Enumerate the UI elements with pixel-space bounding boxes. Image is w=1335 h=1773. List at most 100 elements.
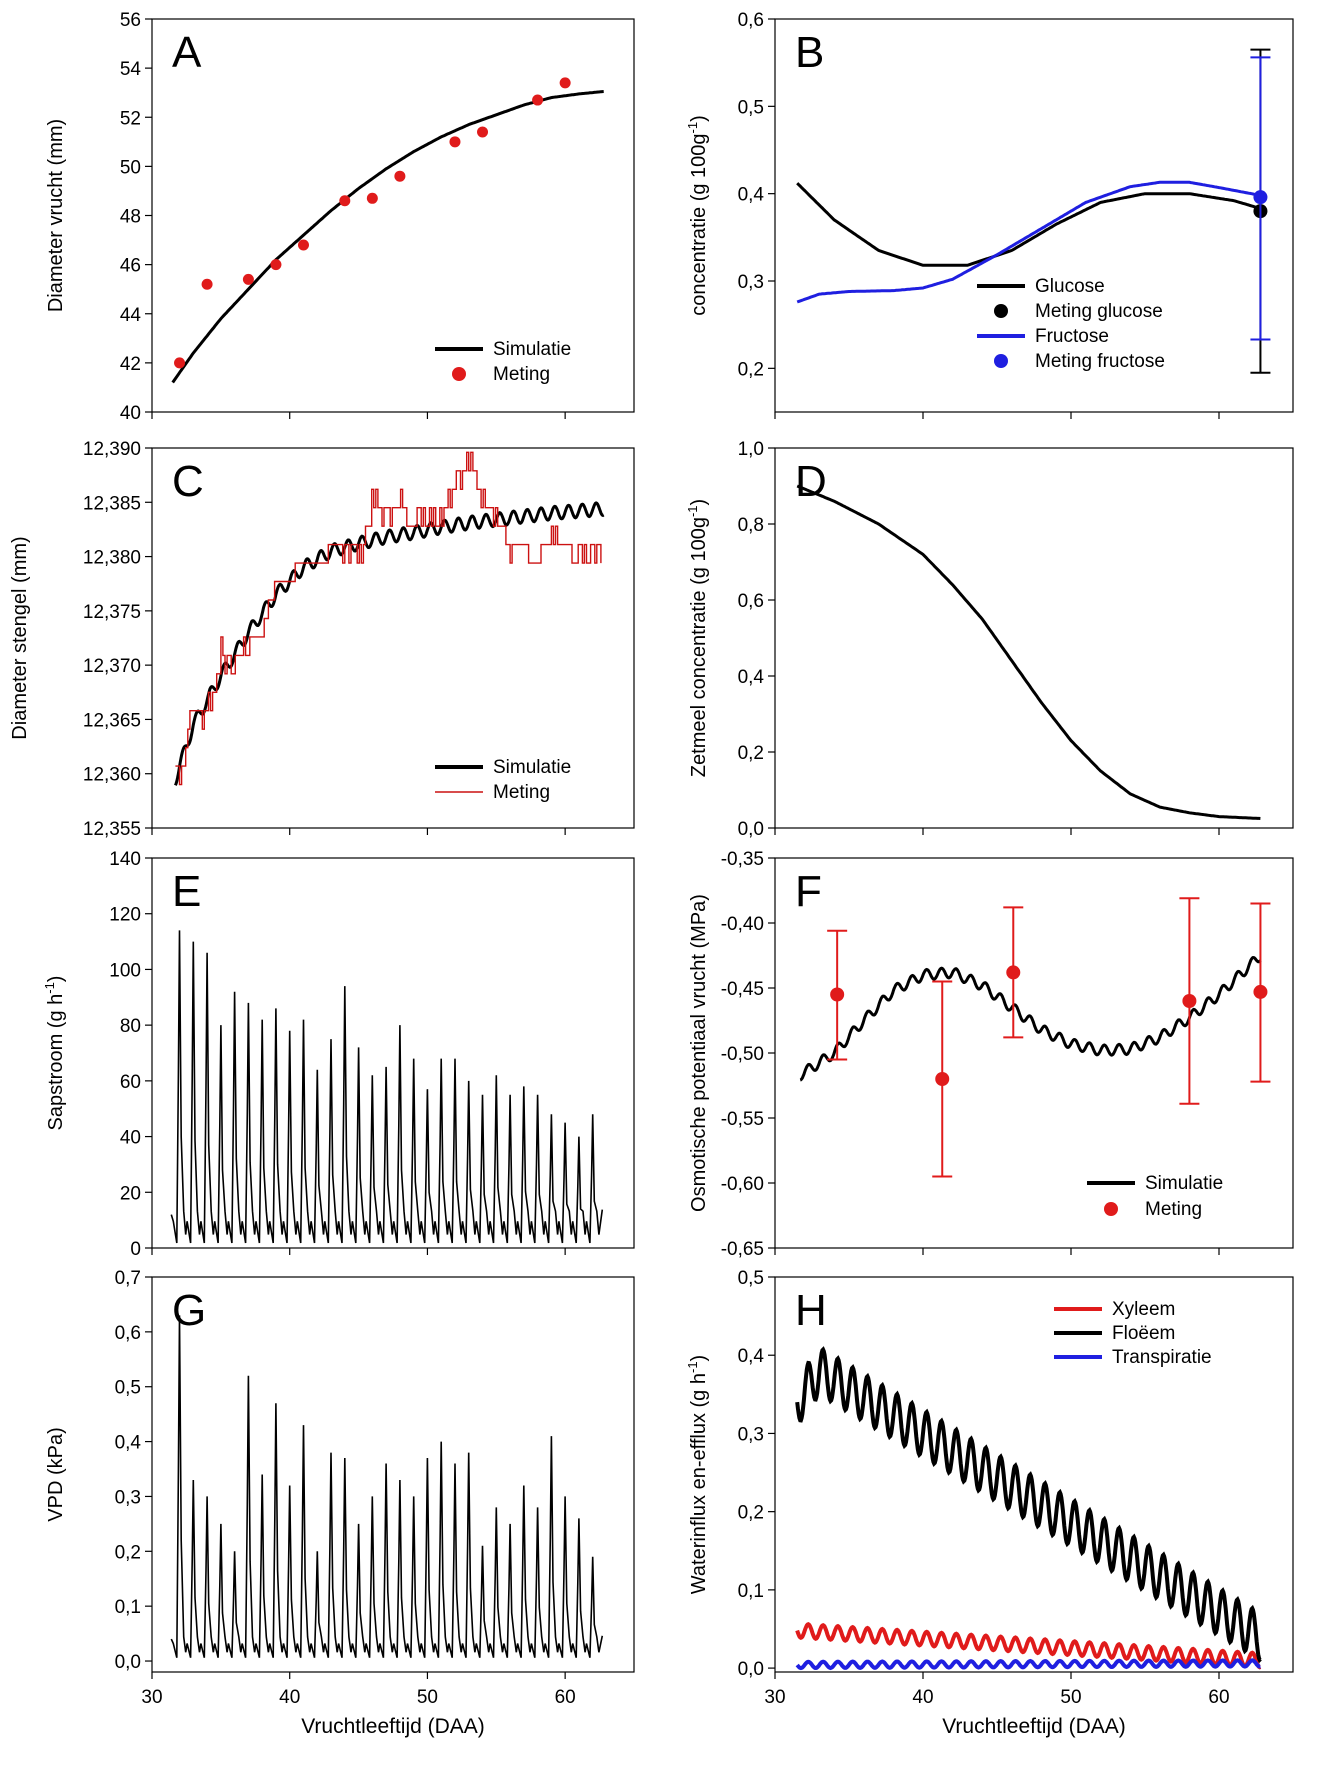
plot-area [174, 451, 605, 786]
x-tick-label: 50 [417, 1687, 438, 1708]
plot-frame [151, 447, 635, 829]
y-tick-label: -0,45 [721, 979, 764, 1000]
point-meting [559, 77, 571, 89]
series-fructose [796, 180, 1261, 304]
y-tick-label: 1,0 [738, 439, 764, 460]
legend: Xyleem Floëem Transpiratie [1054, 1299, 1212, 1368]
panel-c: 12,355 12,360 12,365 12,370 12,375 12,380 12,3… [9, 439, 635, 840]
series-series-0 [796, 484, 1261, 820]
y-tick-label: 0,1 [738, 1581, 764, 1602]
y-tick-label: 0,2 [738, 1503, 764, 1524]
y-axis-label: Zetmeel concentratie (g 100g-1) [685, 499, 710, 777]
point-meting [532, 94, 544, 106]
legend: Glucose Meting glucose Fructose Meting fruc… [977, 276, 1165, 372]
y-tick-label: 0,8 [738, 515, 764, 536]
legend-label: Simulatie [1145, 1173, 1223, 1194]
y-tick-label: 0,4 [738, 185, 765, 206]
series-transpiratie [795, 1658, 1261, 1671]
point-meting [339, 195, 351, 207]
y-tick-label: 0,1 [115, 1597, 141, 1618]
y-tick-label: 0,2 [115, 1542, 141, 1563]
y-tick-label: 0,2 [738, 743, 764, 764]
legend: Simulatie Meting [435, 757, 571, 803]
legend-label: Meting fructose [1035, 351, 1165, 372]
series-xyleem [795, 1621, 1262, 1670]
series-series-0 [170, 930, 604, 1244]
point-meting [477, 126, 489, 138]
y-tick-label: 54 [120, 59, 142, 80]
y-tick-label: 0,0 [115, 1652, 141, 1673]
y-tick-label: -0,60 [721, 1174, 764, 1195]
legend-label: Glucose [1035, 276, 1105, 297]
y-tick-label: 48 [120, 207, 141, 228]
y-tick-label: 0,4 [738, 667, 765, 688]
y-tick-label: 12,390 [83, 439, 141, 460]
y-tick-label: 0,6 [115, 1323, 141, 1344]
y-tick-label: 12,360 [83, 765, 141, 786]
x-axis-label: Vruchtleeftijd (DAA) [942, 1715, 1126, 1738]
y-tick-label: 0,2 [738, 359, 764, 380]
y-tick-label: 0,6 [738, 591, 764, 612]
panel-e: 0 20 40 60 80 100 120 140 E Sapstroom (g h-1) [42, 849, 635, 1260]
y-tick-label: 12,380 [83, 548, 141, 569]
legend: Simulatie Meting [435, 339, 571, 385]
x-tick-label: 60 [1208, 1687, 1229, 1708]
legend-label: Meting [493, 782, 550, 803]
legend-swatch [994, 354, 1008, 368]
series-flo-em [795, 1346, 1262, 1664]
series-glucose [796, 182, 1261, 267]
y-tick-label: 40 [120, 1128, 141, 1149]
series-simulatie [171, 90, 604, 384]
panel-g: 0,0 0,1 0,2 0,3 0,4 0,5 0,6 0,7 30 40 50 60 G VPD (kP… [45, 1268, 635, 1708]
point-meting [394, 170, 406, 182]
point-meting [830, 987, 845, 1002]
y-axis-label: Osmotische potentiaal vrucht (MPa) [688, 894, 710, 1212]
x-tick-label: 30 [141, 1687, 162, 1708]
y-tick-label: 120 [109, 905, 141, 926]
y-tick-label: 100 [109, 960, 141, 981]
point-meting-fructose [1253, 190, 1268, 205]
plot-frame [774, 447, 1294, 829]
panel-d: 0,0 0,2 0,4 0,6 0,8 1,0 D Zetmeel concentratie … [685, 439, 1294, 840]
y-tick-label: 80 [120, 1016, 141, 1037]
series-simulatie [799, 955, 1262, 1082]
plot-frame [151, 1276, 635, 1673]
legend-label: Meting [493, 364, 550, 385]
y-axis-label: Sapstroom (g h-1) [42, 976, 67, 1131]
y-tick-label: -0,50 [721, 1044, 764, 1065]
y-tick-label: 44 [120, 305, 142, 326]
legend-label: Meting [1145, 1199, 1202, 1220]
y-tick-label: 0,3 [738, 1424, 764, 1445]
y-tick-label: 40 [120, 403, 141, 424]
panel-letter: E [172, 867, 201, 916]
legend-swatch [994, 304, 1008, 318]
y-tick-label: 0,3 [738, 272, 764, 293]
y-tick-label: 50 [120, 157, 141, 178]
panel-letter: C [172, 457, 204, 506]
y-tick-label: 12,365 [83, 710, 141, 731]
plot-area [796, 484, 1261, 820]
point-meting [1182, 994, 1197, 1008]
plot-area [795, 1346, 1262, 1671]
y-tick-label: -0,65 [721, 1239, 764, 1260]
y-tick-label: 0,5 [115, 1378, 141, 1399]
y-tick-label: 0,4 [115, 1433, 142, 1454]
y-axis-label: Diameter vrucht (mm) [45, 119, 67, 312]
y-tick-label: -0,35 [721, 849, 764, 870]
panel-letter: H [795, 1286, 827, 1335]
series-simulatie [174, 501, 605, 786]
y-tick-label: 12,385 [83, 493, 141, 514]
y-axis-label: Waterinflux en-efflux (g h-1) [685, 1355, 710, 1594]
y-tick-label: 42 [120, 354, 141, 375]
y-tick-label: 0,5 [738, 1268, 764, 1289]
panel-f: -0,65 -0,60 -0,55 -0,50 -0,45 -0,40 -0,35 F Osmo… [688, 849, 1294, 1260]
point-meting [201, 278, 213, 290]
panel-a: 40 42 44 46 48 50 52 54 56 A Diameter vrucht (mm) S… [45, 10, 635, 424]
point-meting [1253, 984, 1268, 999]
series-series-0 [170, 1315, 604, 1658]
y-tick-label: 56 [120, 10, 141, 31]
legend-label: Floëem [1112, 1323, 1175, 1344]
y-axis-label: Diameter stengel (mm) [9, 536, 31, 739]
